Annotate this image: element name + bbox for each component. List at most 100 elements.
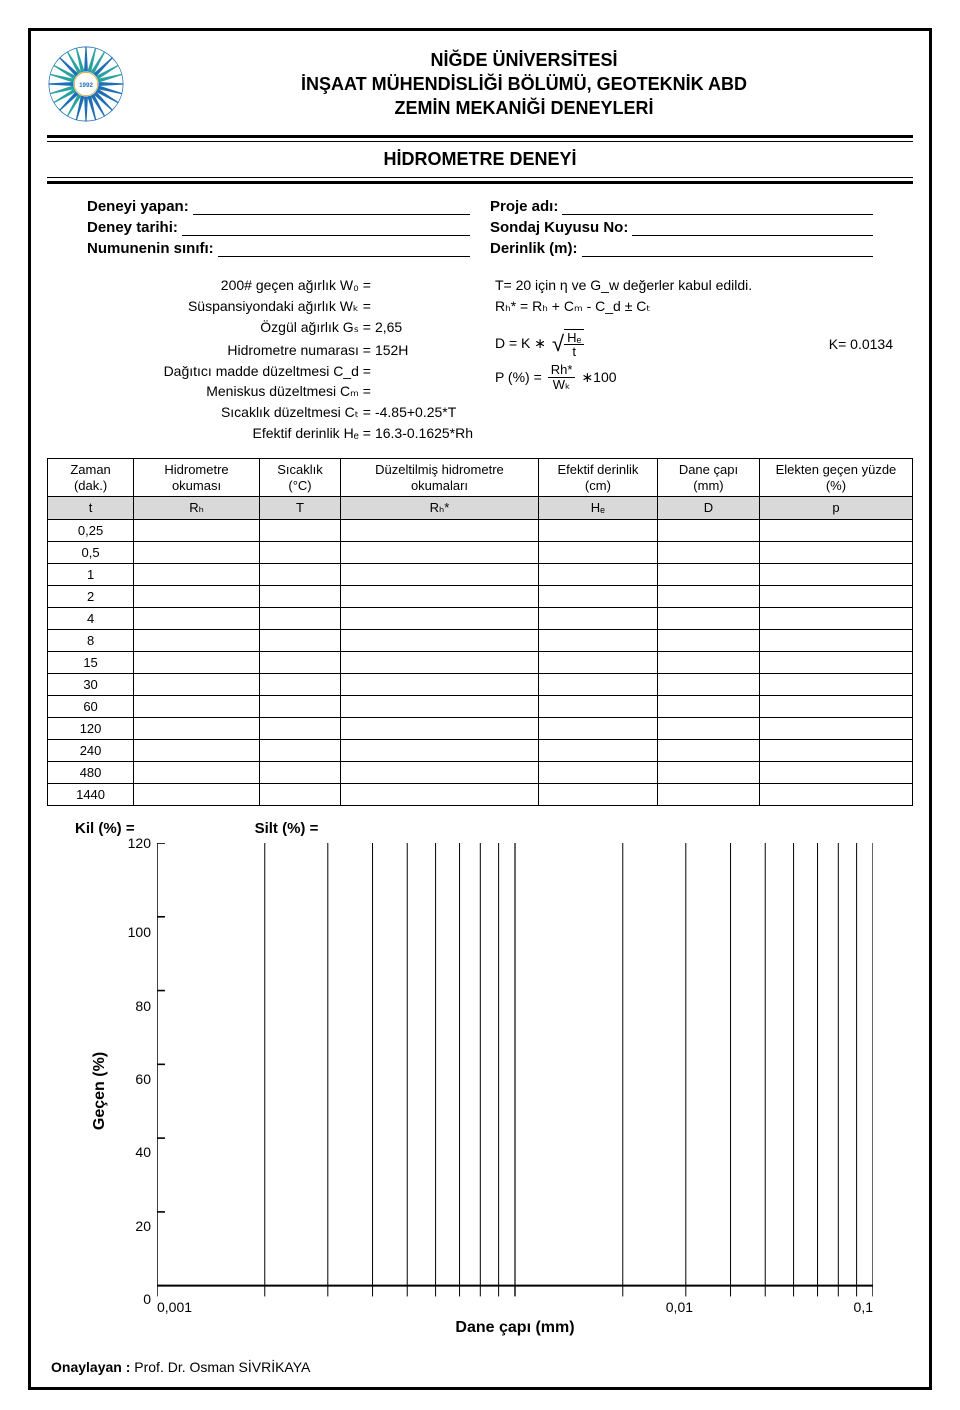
- data-cell[interactable]: [538, 541, 657, 563]
- data-cell[interactable]: [259, 717, 340, 739]
- data-cell[interactable]: [134, 585, 260, 607]
- data-cell[interactable]: [538, 607, 657, 629]
- data-cell[interactable]: [341, 651, 539, 673]
- data-cell[interactable]: [259, 651, 340, 673]
- data-cell[interactable]: [538, 673, 657, 695]
- input-line[interactable]: [193, 199, 470, 215]
- data-cell[interactable]: [759, 629, 912, 651]
- data-cell[interactable]: [134, 673, 260, 695]
- data-cell[interactable]: [341, 717, 539, 739]
- data-cell[interactable]: [134, 541, 260, 563]
- column-symbol: Hₑ: [538, 497, 657, 520]
- data-cell[interactable]: [538, 563, 657, 585]
- param-row: Dağıtıcı madde düzeltmesi C_d =: [67, 361, 485, 382]
- data-cell[interactable]: [759, 717, 912, 739]
- data-cell[interactable]: [658, 695, 760, 717]
- data-cell[interactable]: [759, 761, 912, 783]
- input-line[interactable]: [562, 199, 873, 215]
- data-cell[interactable]: [259, 783, 340, 805]
- data-cell[interactable]: [341, 585, 539, 607]
- time-cell: 1440: [48, 783, 134, 805]
- data-cell[interactable]: [134, 519, 260, 541]
- data-cell[interactable]: [658, 783, 760, 805]
- data-cell[interactable]: [259, 607, 340, 629]
- data-cell[interactable]: [134, 761, 260, 783]
- data-cell[interactable]: [759, 563, 912, 585]
- data-cell[interactable]: [259, 563, 340, 585]
- meta-field: Derinlik (m):: [490, 238, 873, 259]
- data-cell[interactable]: [134, 607, 260, 629]
- data-cell[interactable]: [658, 717, 760, 739]
- data-cell[interactable]: [341, 739, 539, 761]
- data-cell[interactable]: [658, 563, 760, 585]
- data-cell[interactable]: [134, 739, 260, 761]
- time-cell: 60: [48, 695, 134, 717]
- footer: Onaylayan : Prof. Dr. Osman SİVRİKAYA: [47, 1339, 913, 1375]
- data-cell[interactable]: [538, 761, 657, 783]
- data-cell[interactable]: [538, 717, 657, 739]
- data-cell[interactable]: [259, 541, 340, 563]
- data-cell[interactable]: [341, 783, 539, 805]
- input-line[interactable]: [632, 220, 873, 236]
- data-cell[interactable]: [538, 585, 657, 607]
- data-cell[interactable]: [134, 783, 260, 805]
- data-cell[interactable]: [658, 629, 760, 651]
- data-cell[interactable]: [259, 739, 340, 761]
- input-line[interactable]: [182, 220, 470, 236]
- input-line[interactable]: [582, 241, 873, 257]
- data-cell[interactable]: [658, 673, 760, 695]
- silt-label: Silt (%) =: [255, 820, 319, 837]
- data-cell[interactable]: [341, 563, 539, 585]
- data-cell[interactable]: [759, 541, 912, 563]
- data-cell[interactable]: [658, 761, 760, 783]
- x-axis-label: Dane çapı (mm): [113, 1315, 873, 1339]
- data-cell[interactable]: [759, 585, 912, 607]
- data-cell[interactable]: [759, 607, 912, 629]
- data-cell[interactable]: [134, 695, 260, 717]
- column-header: Zaman (dak.): [48, 459, 134, 497]
- data-cell[interactable]: [538, 783, 657, 805]
- data-cell[interactable]: [134, 651, 260, 673]
- data-cell[interactable]: [341, 673, 539, 695]
- data-cell[interactable]: [259, 673, 340, 695]
- data-cell[interactable]: [259, 585, 340, 607]
- data-cell[interactable]: [134, 629, 260, 651]
- divider: [47, 177, 913, 178]
- data-cell[interactable]: [658, 651, 760, 673]
- data-cell[interactable]: [341, 629, 539, 651]
- time-cell: 120: [48, 717, 134, 739]
- data-cell[interactable]: [759, 695, 912, 717]
- data-cell[interactable]: [759, 673, 912, 695]
- y-tick-label: 80: [113, 998, 151, 1014]
- meta-field: Sondaj Kuyusu No:: [490, 217, 873, 238]
- data-cell[interactable]: [658, 519, 760, 541]
- param-row: Özgül ağırlık Gₛ =2,65: [67, 317, 485, 338]
- table-row: 4: [48, 607, 913, 629]
- data-cell[interactable]: [259, 761, 340, 783]
- data-cell[interactable]: [538, 651, 657, 673]
- data-cell[interactable]: [259, 695, 340, 717]
- data-cell[interactable]: [658, 739, 760, 761]
- data-cell[interactable]: [341, 695, 539, 717]
- data-cell[interactable]: [658, 585, 760, 607]
- table-row: 1: [48, 563, 913, 585]
- data-cell[interactable]: [538, 739, 657, 761]
- data-cell[interactable]: [759, 783, 912, 805]
- data-cell[interactable]: [259, 519, 340, 541]
- data-cell[interactable]: [538, 519, 657, 541]
- input-line[interactable]: [218, 241, 470, 257]
- data-cell[interactable]: [341, 541, 539, 563]
- data-cell[interactable]: [658, 607, 760, 629]
- data-cell[interactable]: [134, 717, 260, 739]
- data-cell[interactable]: [759, 519, 912, 541]
- data-cell[interactable]: [759, 739, 912, 761]
- data-cell[interactable]: [134, 563, 260, 585]
- data-cell[interactable]: [341, 607, 539, 629]
- data-cell[interactable]: [538, 695, 657, 717]
- data-cell[interactable]: [658, 541, 760, 563]
- data-cell[interactable]: [759, 651, 912, 673]
- data-cell[interactable]: [259, 629, 340, 651]
- data-cell[interactable]: [341, 519, 539, 541]
- data-cell[interactable]: [538, 629, 657, 651]
- data-cell[interactable]: [341, 761, 539, 783]
